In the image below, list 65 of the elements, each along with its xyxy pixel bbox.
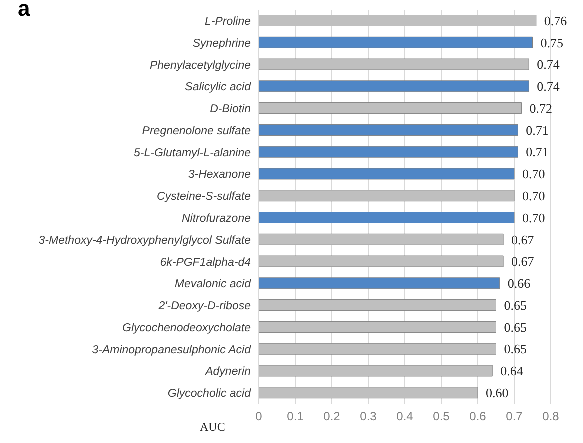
bar [259, 15, 537, 27]
data-label: 0.67 [512, 254, 535, 270]
y-tick-label: 5-L-Glutamyl-L-alanine [134, 147, 251, 160]
bar [259, 278, 500, 290]
bar [259, 234, 504, 246]
bar [259, 212, 515, 224]
data-label: 0.60 [486, 385, 509, 400]
x-axis-title: AUC [200, 420, 226, 435]
x-tick-label: 0.4 [396, 410, 414, 424]
x-tick-label: 0.6 [470, 410, 487, 424]
bar [259, 146, 518, 158]
y-tick-label: Glycochenodeoxycholate [122, 322, 251, 334]
data-label: 0.65 [504, 320, 527, 335]
x-tick-label: 0 [256, 410, 263, 424]
y-tick-label: 3-Aminopropanesulphonic Acid [92, 344, 252, 356]
bar [259, 190, 515, 202]
data-label: 0.66 [508, 276, 532, 292]
x-tick-label: 0.2 [324, 410, 341, 424]
y-tick-label: 3-Hexanone [188, 169, 251, 182]
data-label: 0.74 [537, 57, 560, 72]
x-tick-label: 0.5 [433, 410, 450, 424]
data-label: 0.74 [537, 79, 560, 94]
y-tick-label: Phenylacetylglycine [150, 60, 251, 72]
y-tick-label: 2'-Deoxy-D-ribose [158, 300, 251, 313]
y-tick-label: Glycocholic acid [168, 388, 252, 400]
data-label: 0.67 [512, 232, 535, 248]
y-tick-label: Synephrine [192, 38, 251, 50]
bar [259, 365, 493, 377]
data-label: 0.71 [526, 144, 549, 160]
y-tick-label: 6k-PGF1alpha-d4 [160, 256, 251, 269]
x-tick-label: 0.3 [360, 410, 378, 424]
data-label: 0.64 [500, 364, 524, 379]
y-tick-label: Salicylic acid [185, 82, 252, 94]
bar [259, 343, 496, 355]
data-label: 0.75 [540, 35, 564, 50]
data-label: 0.76 [544, 13, 568, 28]
y-tick-label: 3-Methoxy-4-Hydroxyphenylglycol Sulfate [38, 234, 251, 247]
y-tick-label: Mevalonic acid [174, 278, 252, 291]
text: a [18, 0, 30, 22]
bar [259, 80, 530, 92]
bar [259, 36, 533, 48]
x-tick-label: 0.1 [287, 410, 304, 424]
bar [259, 387, 478, 399]
bar [259, 168, 515, 180]
bar [259, 300, 496, 312]
y-tick-label: Pregnenolone sulfate [142, 125, 251, 138]
y-tick-label: Cysteine-S-sulfate [157, 191, 251, 204]
y-tick-label: Adynerin [204, 366, 251, 378]
bar [259, 58, 530, 70]
data-label: 0.70 [522, 210, 546, 226]
data-label: 0.70 [522, 166, 546, 182]
y-tick-label: D-Biotin [210, 104, 251, 116]
y-tick-label: L-Proline [204, 16, 251, 28]
data-label: 0.72 [530, 100, 553, 116]
bar [259, 124, 518, 136]
y-tick-label: Nitrofurazone [182, 213, 251, 226]
x-tick-label: 0.8 [542, 410, 560, 424]
data-label: 0.65 [504, 298, 527, 313]
bar [259, 102, 522, 114]
data-label: 0.70 [522, 188, 546, 204]
data-label: 0.65 [504, 342, 527, 357]
x-tick-label: 0.7 [506, 410, 524, 424]
bar [259, 256, 504, 268]
data-label: 0.71 [526, 122, 549, 138]
bar [259, 321, 496, 333]
